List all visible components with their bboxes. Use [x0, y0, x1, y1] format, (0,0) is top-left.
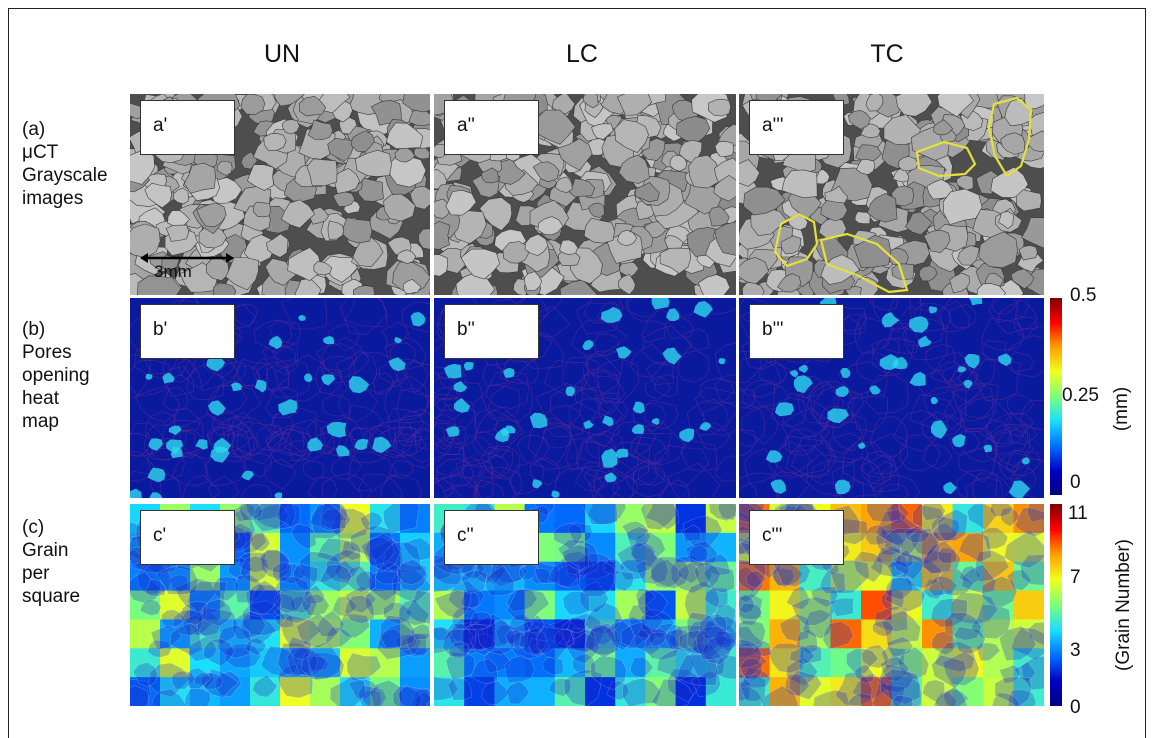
grain-cbar-tick-0: 0 [1070, 697, 1081, 718]
panel-b-un: b' [130, 298, 430, 498]
panel-c-lc: c'' [434, 504, 736, 706]
row-label-c: (c) Grain per square [22, 517, 81, 607]
scale-bar: 3mm [138, 246, 236, 286]
panel-c-tc: c''' [739, 504, 1044, 706]
panel-a-lc: a'' [434, 94, 736, 295]
panel-tag-a3: a''' [749, 100, 844, 155]
column-header-lc: LC [566, 40, 598, 68]
pore-colorbar [1050, 298, 1062, 495]
pore-cbar-tick-min: 0 [1070, 472, 1081, 493]
column-header-tc: TC [870, 40, 904, 68]
pore-cbar-tick-max: 0.5 [1070, 285, 1097, 306]
figure-frame [8, 8, 1146, 738]
row-label-b: (b) Pores opening heat map [22, 319, 90, 432]
panel-tag-c2: c'' [444, 510, 539, 565]
grain-cbar-tick-7: 7 [1070, 567, 1081, 588]
scale-bar-label: 3mm [154, 262, 192, 281]
panel-tag-a2: a'' [444, 100, 539, 155]
pore-cbar-tick-mid: 0.25 [1062, 385, 1099, 406]
row-label-a: (a) μCT Grayscale images [22, 119, 108, 209]
pore-cbar-unit: (mm) [1111, 386, 1133, 432]
panel-tag-c1: c' [140, 510, 235, 565]
panel-a-un: a' 3mm [130, 94, 430, 295]
grain-cbar-tick-3: 3 [1070, 640, 1081, 661]
panel-tag-c3: c''' [749, 510, 844, 565]
panel-tag-b3: b''' [749, 304, 844, 359]
grain-cbar-tick-11: 11 [1068, 503, 1088, 524]
grain-colorbar [1050, 504, 1062, 706]
panel-b-lc: b'' [434, 298, 736, 498]
panel-tag-b2: b'' [444, 304, 539, 359]
column-header-un: UN [263, 40, 301, 68]
panel-b-tc: b''' [739, 298, 1044, 498]
grain-cbar-unit: (Grain Number) [1112, 539, 1134, 671]
panel-tag-b1: b' [140, 304, 235, 359]
panel-c-un: c' [130, 504, 430, 706]
panel-a-tc: a''' [739, 94, 1044, 295]
panel-tag-a1: a' [140, 100, 235, 155]
